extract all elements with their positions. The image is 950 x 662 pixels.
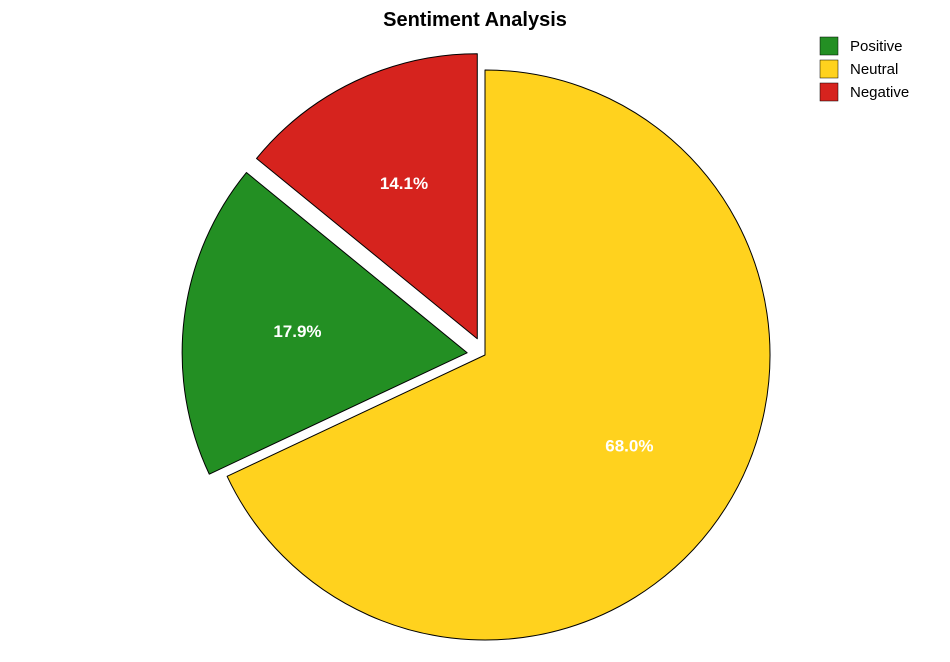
- legend-swatch-negative: [820, 83, 838, 101]
- legend-label-positive: Positive: [850, 38, 903, 55]
- pie-slice-label-positive: 17.9%: [273, 322, 321, 341]
- sentiment-pie-chart: Sentiment Analysis 68.0% 17.9% 14.1% Positiv…: [0, 0, 950, 662]
- legend-label-neutral: Neutral: [850, 61, 898, 78]
- chart-title: Sentiment Analysis: [383, 9, 567, 31]
- pie-slice-label-negative: 14.1%: [380, 174, 428, 193]
- pie-slice-label-neutral: 68.0%: [605, 437, 653, 456]
- legend-swatch-positive: [820, 37, 838, 55]
- legend-label-negative: Negative: [850, 84, 909, 101]
- legend-swatch-neutral: [820, 60, 838, 78]
